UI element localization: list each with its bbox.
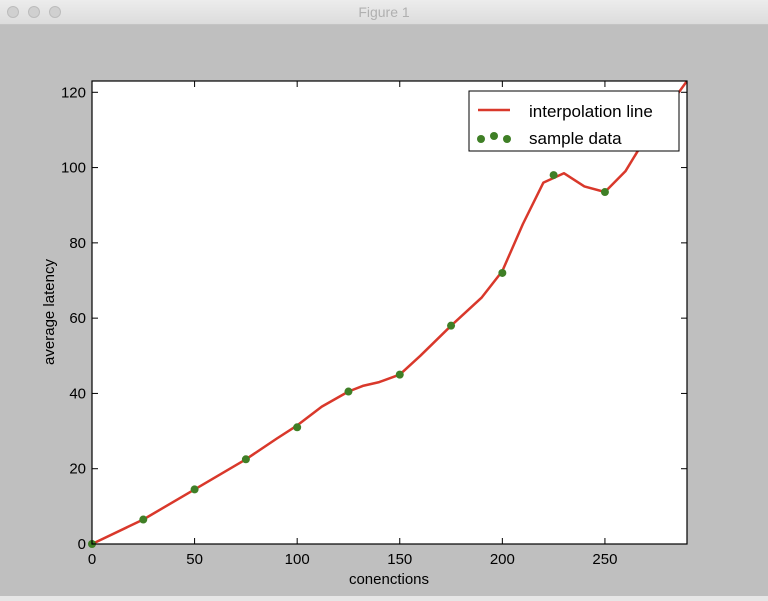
sample-data-point (395, 370, 404, 379)
sample-data-point (241, 455, 250, 464)
legend-label: sample data (529, 129, 622, 148)
sample-data-point (549, 171, 558, 180)
window-title: Figure 1 (358, 4, 410, 20)
y-tick-label: 40 (69, 385, 86, 402)
legend-dot-swatch (490, 132, 498, 140)
x-axis-title: conenctions (349, 571, 429, 588)
sample-data-point (293, 423, 302, 432)
y-tick-label: 80 (69, 235, 86, 252)
interpolation-line (92, 81, 687, 544)
x-tick-label: 50 (186, 551, 203, 568)
sample-data-point (139, 515, 148, 524)
sample-data-point (447, 321, 456, 330)
x-tick-label: 150 (387, 551, 412, 568)
sample-data-point (600, 188, 609, 197)
y-axis-title: average latency (41, 259, 58, 365)
x-tick-label: 200 (490, 551, 515, 568)
x-tick-label: 0 (88, 551, 96, 568)
window-titlebar: Figure 1 (0, 0, 768, 25)
plot-area (92, 81, 687, 544)
y-tick-label: 120 (61, 84, 86, 101)
y-tick-label: 0 (78, 536, 86, 553)
y-tick-label: 20 (69, 461, 86, 478)
x-axis: 0 50 100 150 200 250 (88, 81, 617, 568)
close-window-button[interactable] (7, 6, 19, 18)
plot-frame (91, 80, 688, 545)
maximize-window-button[interactable] (49, 6, 61, 18)
window-bottom-edge (0, 596, 768, 601)
legend-label: interpolation line (529, 102, 653, 121)
x-tick-label: 250 (592, 551, 617, 568)
legend-dot-swatch (477, 135, 485, 143)
minimize-window-button[interactable] (28, 6, 40, 18)
legend: interpolation line sample data (468, 90, 680, 152)
x-tick-label: 100 (285, 551, 310, 568)
sample-data-point (498, 268, 507, 277)
y-axis: 0 20 40 60 80 100 120 (61, 84, 687, 553)
y-tick-label: 100 (61, 160, 86, 177)
y-tick-label: 60 (69, 310, 86, 327)
sample-data-point (344, 387, 353, 396)
sample-data-point (190, 485, 199, 494)
legend-dot-swatch (503, 135, 511, 143)
series-layer (88, 81, 687, 548)
